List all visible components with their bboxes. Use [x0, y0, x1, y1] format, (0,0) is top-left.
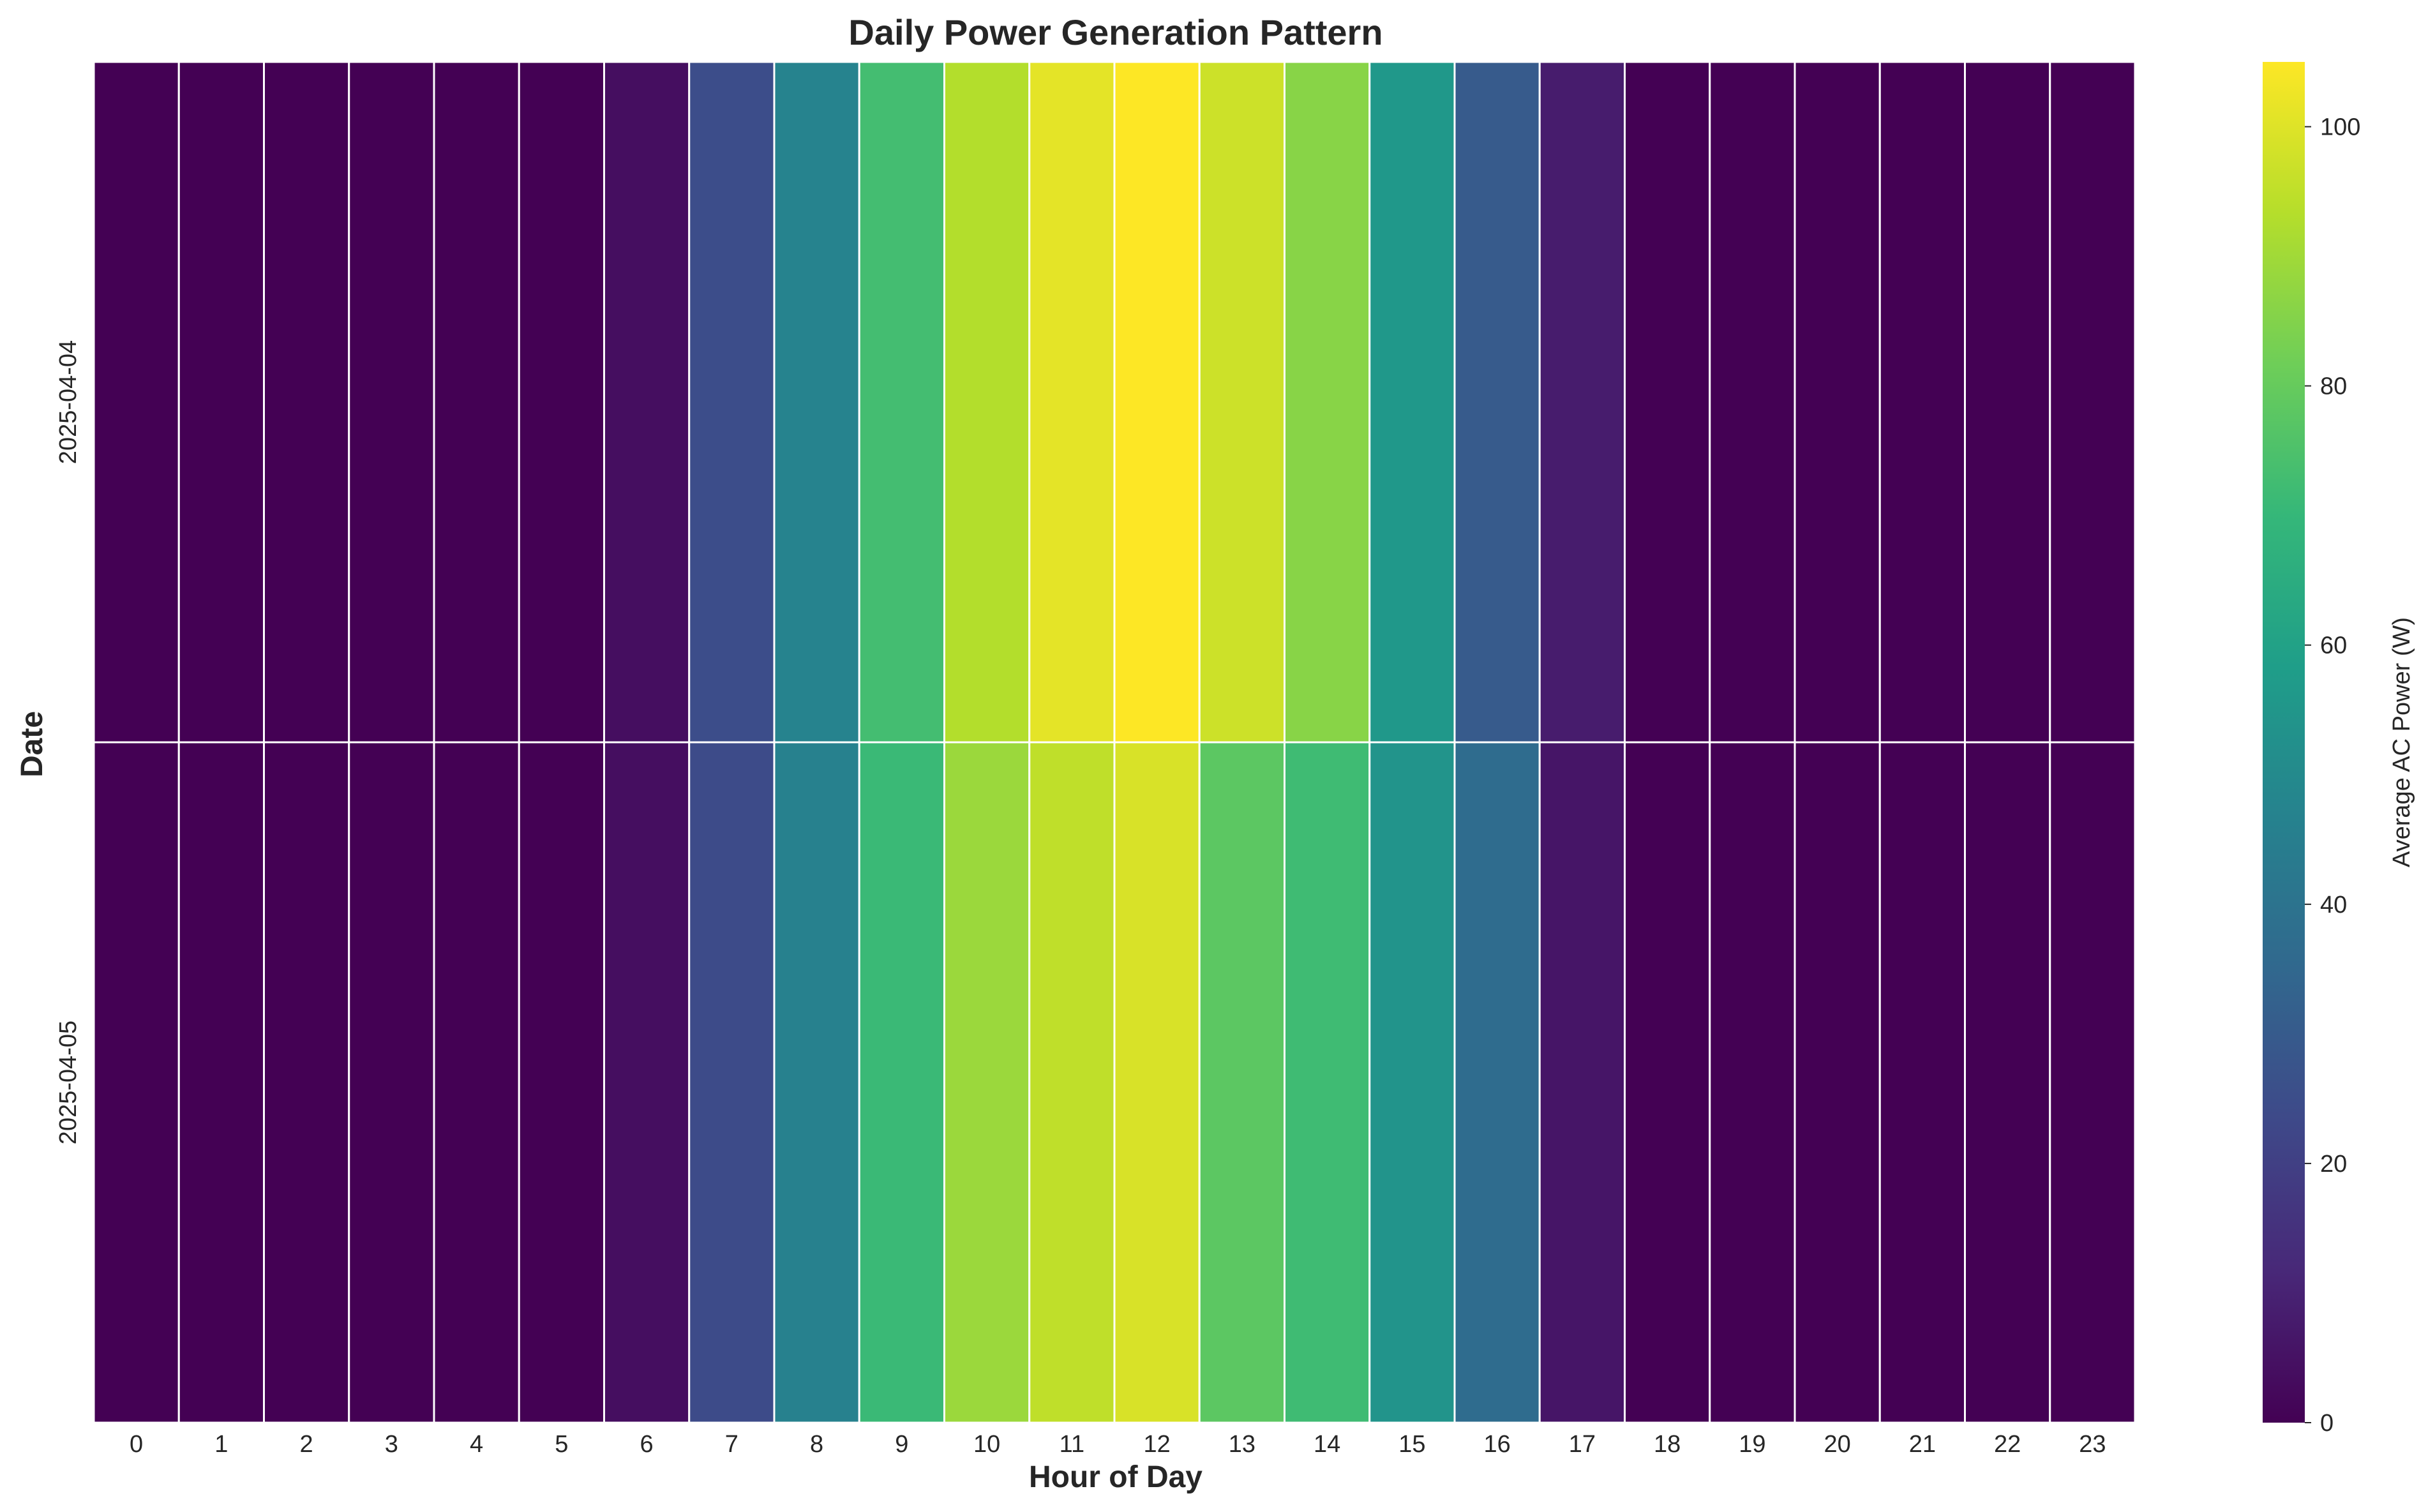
- heatmap-cell: [1198, 741, 1285, 1424]
- x-tick-label: 21: [1909, 1431, 1936, 1458]
- heatmap-cell: [518, 61, 605, 744]
- heatmap-cell: [433, 61, 520, 744]
- x-tick-label: 13: [1229, 1431, 1255, 1458]
- x-tick-label: 20: [1824, 1431, 1850, 1458]
- heatmap-cell: [177, 741, 265, 1424]
- heatmap-cell: [943, 61, 1031, 744]
- colorbar-tick-label: 60: [2320, 632, 2347, 659]
- colorbar-tick-label: 80: [2320, 373, 2347, 400]
- x-tick-labels: 0 1 2 3 4 5 6 7 8 9 10 11 12 13 14 15 16 17 18 19 20 21 22 23: [130, 1431, 2106, 1458]
- heatmap-cell: [348, 61, 435, 744]
- heatmap-cell: [2049, 741, 2136, 1424]
- heatmap-cell: [1028, 61, 1116, 744]
- heatmap-cells: [93, 61, 2136, 1424]
- colorbar-label: Average AC Power (W): [2388, 617, 2415, 867]
- heatmap-cell: [1964, 741, 2051, 1424]
- x-tick-label: 19: [1739, 1431, 1765, 1458]
- colorbar-tick-label: 100: [2320, 114, 2360, 141]
- heatmap-cell: [177, 61, 265, 744]
- x-axis-label: Hour of Day: [1029, 1460, 1203, 1494]
- heatmap-cell: [1028, 741, 1116, 1424]
- heatmap-cell: [858, 61, 945, 744]
- heatmap-cell: [1624, 741, 1711, 1424]
- heatmap-cell: [348, 741, 435, 1424]
- x-tick-label: 9: [895, 1431, 908, 1458]
- heatmap-cell: [1113, 61, 1201, 744]
- x-tick-label: 11: [1060, 1431, 1084, 1458]
- heatmap-cell: [1453, 741, 1541, 1424]
- x-tick-label: 2: [300, 1431, 313, 1458]
- heatmap-cell: [603, 61, 691, 744]
- heatmap-cell: [263, 61, 350, 744]
- heatmap-cell: [773, 741, 860, 1424]
- heatmap-cell: [1538, 741, 1626, 1424]
- heatmap-cell: [1878, 61, 1966, 744]
- heatmap-cell: [1113, 741, 1201, 1424]
- heatmap-cell: [1368, 61, 1456, 744]
- colorbar-tick-label: 20: [2320, 1151, 2347, 1178]
- heatmap-cell: [858, 741, 945, 1424]
- x-tick-label: 12: [1143, 1431, 1170, 1458]
- y-axis-label: Date: [15, 711, 49, 777]
- x-tick-label: 10: [973, 1431, 1000, 1458]
- heatmap-cell: [1538, 61, 1626, 744]
- heatmap-cell: [1368, 741, 1456, 1424]
- heatmap-cell: [603, 741, 691, 1424]
- x-tick-label: 14: [1314, 1431, 1340, 1458]
- heatmap-cell: [1198, 61, 1285, 744]
- x-tick-label: 23: [2079, 1431, 2106, 1458]
- heatmap-cell: [1624, 61, 1711, 744]
- x-tick-label: 7: [725, 1431, 738, 1458]
- x-tick-label: 6: [640, 1431, 654, 1458]
- heatmap-cell: [773, 61, 860, 744]
- heatmap-cell: [263, 741, 350, 1424]
- colorbar: [2263, 62, 2305, 1423]
- heatmap-cell: [688, 61, 775, 744]
- x-tick-label: 16: [1483, 1431, 1510, 1458]
- heatmap-cell: [1284, 61, 1371, 744]
- x-tick-label: 3: [385, 1431, 398, 1458]
- heatmap-cell: [2049, 61, 2136, 744]
- colorbar-tick-label: 0: [2320, 1410, 2334, 1437]
- heatmap-cell: [1284, 741, 1371, 1424]
- heatmap-cell: [518, 741, 605, 1424]
- chart-title: Daily Power Generation Pattern: [848, 12, 1382, 52]
- heatmap-cell: [943, 741, 1031, 1424]
- x-tick-label: 5: [555, 1431, 568, 1458]
- x-tick-label: 18: [1654, 1431, 1681, 1458]
- x-tick-label: 15: [1398, 1431, 1425, 1458]
- x-tick-label: 4: [470, 1431, 483, 1458]
- heatmap-cell: [93, 741, 180, 1424]
- x-tick-label: 1: [214, 1431, 228, 1458]
- heatmap-cell: [1794, 61, 1881, 744]
- heatmap-cell: [93, 61, 180, 744]
- heatmap-cell: [1709, 741, 1796, 1424]
- x-tick-label: 22: [1994, 1431, 2021, 1458]
- heatmap-cell: [1878, 741, 1966, 1424]
- colorbar-ticks: 0 20 40 60 80 100: [2305, 114, 2360, 1437]
- y-tick-label: 2025-04-04: [55, 340, 82, 464]
- y-tick-label: 2025-04-05: [55, 1021, 82, 1144]
- heatmap-cell: [1794, 741, 1881, 1424]
- heatmap-cell: [1709, 61, 1796, 744]
- heatmap-cell: [433, 741, 520, 1424]
- y-tick-labels: 2025-04-04 2025-04-05: [55, 340, 82, 1144]
- heatmap-cell: [1964, 61, 2051, 744]
- x-tick-label: 17: [1569, 1431, 1596, 1458]
- heatmap-cell: [1453, 61, 1541, 744]
- x-tick-label: 8: [810, 1431, 823, 1458]
- heatmap-cell: [688, 741, 775, 1424]
- x-tick-label: 0: [130, 1431, 143, 1458]
- colorbar-tick-label: 40: [2320, 892, 2347, 918]
